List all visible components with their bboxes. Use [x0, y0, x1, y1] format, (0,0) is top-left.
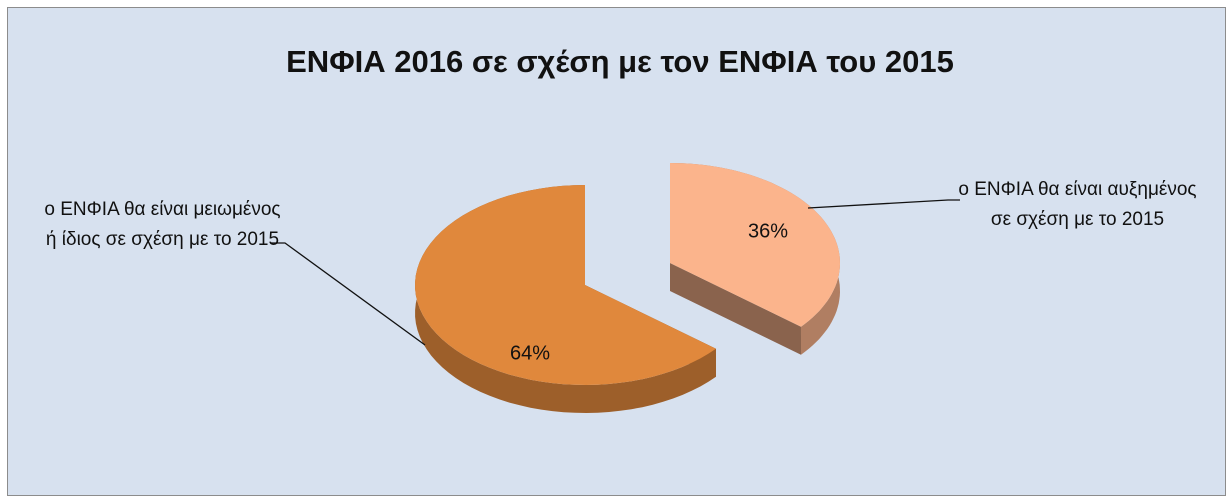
category-label: ο ΕΝΦΙΑ θα είναι αυξημένος σε σχέση με τ… [958, 179, 1197, 230]
slice-side [670, 263, 801, 355]
slice-side [415, 185, 716, 413]
slice [670, 163, 840, 327]
data-label: 36% [748, 220, 788, 242]
chart-area [7, 7, 1226, 496]
chart-title: ΕΝΦΙΑ 2016 σε σχέση με τον ΕΝΦΙΑ του 201… [286, 44, 954, 79]
leader-line [807, 199, 960, 209]
slice [415, 185, 716, 385]
leader-line [270, 242, 426, 346]
data-label: 64% [510, 342, 550, 364]
category-label: ο ΕΝΦΙΑ θα είναι μειωμένος ή ίδιος σε σχ… [44, 199, 281, 250]
